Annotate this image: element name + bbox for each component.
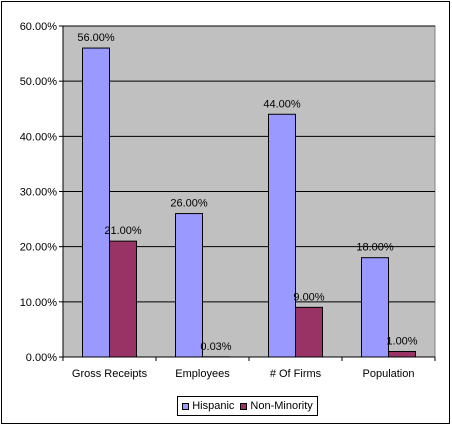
- y-tick-label: 60.00%: [20, 21, 58, 33]
- data-label: 56.00%: [77, 32, 115, 44]
- data-label: 1.00%: [386, 335, 417, 347]
- y-tick-label: 20.00%: [20, 242, 58, 254]
- y-tick-label: 10.00%: [20, 297, 58, 309]
- legend-swatch-hispanic: [182, 402, 190, 410]
- bar: [361, 257, 389, 358]
- x-tick-label: # Of Firms: [270, 368, 322, 380]
- data-labels: 56.00% 26.00% 44.00% 18.00% 21.00% 0.03% 9.00%…: [77, 32, 417, 353]
- y-axis: 0.00% 10.00% 20.00% 30.00% 40.00% 50.00% 60.00…: [20, 21, 64, 364]
- bar: [268, 113, 296, 358]
- data-label: 44.00%: [263, 98, 301, 110]
- bars: [82, 47, 416, 358]
- data-label: 0.03%: [200, 341, 231, 353]
- bar: [388, 350, 416, 358]
- x-tick-label: Population: [363, 368, 415, 380]
- legend-item-non-minority: Non-Minority: [240, 400, 313, 412]
- bar: [82, 47, 110, 358]
- y-tick-label: 0.00%: [26, 352, 57, 364]
- x-tick-label: Employees: [175, 368, 230, 380]
- x-axis: Gross Receipts Employees # Of Firms Populat…: [62, 356, 436, 380]
- legend-label-hispanic: Hispanic: [192, 400, 235, 412]
- data-label: 9.00%: [293, 291, 324, 303]
- legend-swatch-non-minority: [240, 402, 248, 410]
- legend-item-hispanic: Hispanic: [182, 400, 234, 412]
- data-label: 26.00%: [170, 198, 208, 210]
- y-tick-label: 50.00%: [20, 76, 58, 88]
- bar: [109, 240, 137, 358]
- data-label: 21.00%: [104, 225, 142, 237]
- bar: [295, 306, 323, 358]
- y-tick-label: 30.00%: [20, 187, 58, 199]
- y-tick-label: 40.00%: [20, 131, 58, 143]
- legend: Hispanic Non-Minority: [177, 396, 318, 416]
- x-tick-label: Gross Receipts: [72, 368, 148, 380]
- bar: [175, 213, 203, 358]
- legend-label-non-minority: Non-Minority: [250, 400, 313, 412]
- data-label: 18.00%: [356, 242, 394, 254]
